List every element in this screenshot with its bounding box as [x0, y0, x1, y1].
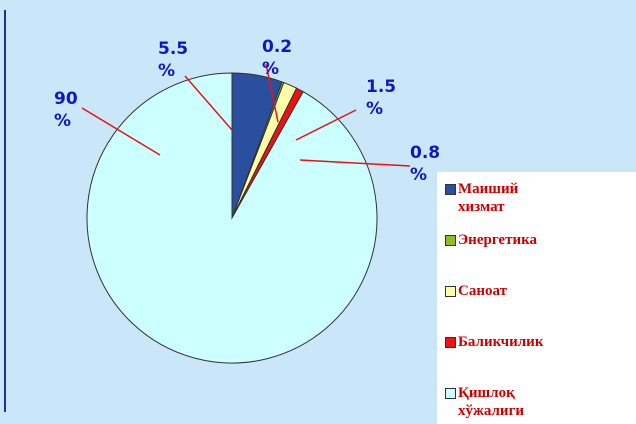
legend-label: Саноат [458, 283, 507, 299]
legend-swatch [445, 235, 456, 246]
leader-line [265, 63, 279, 123]
legend-item: Маиший хизмат [445, 180, 625, 216]
legend-swatch [445, 388, 456, 399]
value-label: 0.8 % [410, 143, 441, 185]
legend-label: Баликчилик [458, 334, 544, 350]
legend-item: Қишлоқ хўжалиги [445, 384, 625, 420]
leader-line [81, 107, 161, 156]
legend-item: Саноат [445, 282, 625, 300]
leader-line [295, 109, 357, 141]
legend-swatch [445, 286, 456, 297]
legend: Маиший хизмат Энергетика Саноат Баликчилик Қ… [437, 172, 636, 424]
value-label: 0.2 % [262, 37, 293, 79]
legend-label: Қишлоқ хўжалиги [458, 385, 525, 419]
value-label: 90 % [54, 89, 78, 131]
leader-line [299, 159, 411, 167]
legend-item: Баликчилик [445, 333, 625, 351]
value-label: 1.5 % [366, 77, 397, 119]
legend-label: Маиший хизмат [458, 181, 519, 215]
value-label: 5.5 % [158, 39, 189, 81]
legend-swatch [445, 184, 456, 195]
legend-swatch [445, 337, 456, 348]
pie-slice [86, 72, 378, 364]
legend-label: Энергетика [458, 232, 538, 248]
legend-item: Энергетика [445, 231, 625, 249]
leader-line [184, 75, 233, 131]
